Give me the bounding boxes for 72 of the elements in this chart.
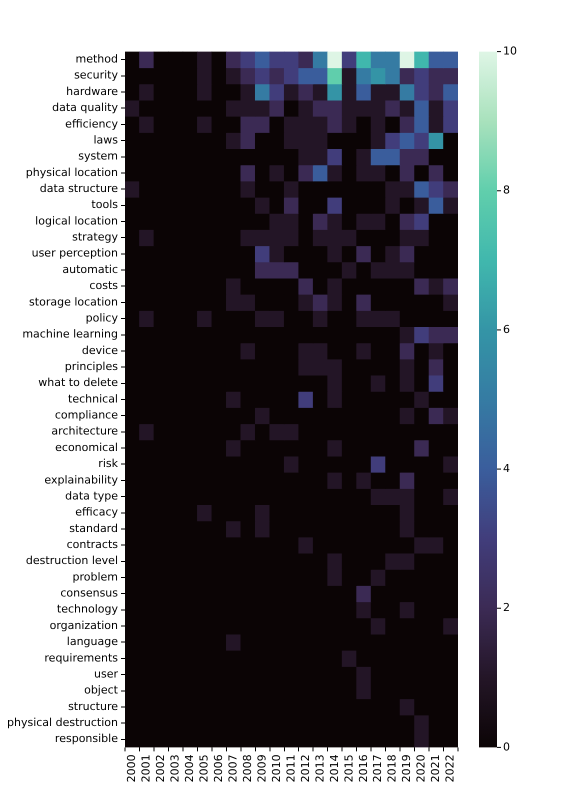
x-tick-label: 2013 [313,754,326,782]
color-bar-label: 2 [503,601,510,614]
x-tick-label: 2017 [371,754,384,782]
x-tick-label: 2010 [270,754,283,782]
x-tick-label: 2005 [197,754,210,782]
y-tick-label: structure [68,700,118,713]
y-tick-label: tools [91,198,118,212]
y-tick-label: system [78,150,118,163]
y-tick-label: laws [93,133,118,146]
y-tick-label: consensus [60,586,118,600]
y-tick-label: strategy [72,230,118,244]
x-tick-label: 2004 [183,754,196,782]
y-tick-label: logical location [35,214,118,228]
y-tick-label: data type [65,489,118,502]
x-tick-label: 2003 [168,754,182,782]
y-tick-label: organization [50,618,118,632]
x-tick-label: 2014 [328,754,341,782]
color-bar-label: 4 [503,462,510,475]
x-tick-label: 2021 [429,754,442,782]
y-tick-label: object [84,684,119,697]
y-tick-label: economical [55,440,118,454]
y-tick-label: physical location [26,166,118,179]
y-tick-label: machine learning [22,328,118,341]
x-tick-label: 2007 [226,754,240,782]
x-tick-label: 2000 [125,754,138,782]
x-tick-label: 2020 [414,754,428,782]
y-tick-label: architecture [51,424,118,438]
y-tick-label: technology [56,602,118,616]
y-tick-label: hardware [66,84,118,98]
y-tick-label: requirements [44,651,118,664]
x-tick-label: 2008 [240,754,254,782]
x-tick-label: 2006 [212,754,225,782]
color-bar-label: 0 [503,740,510,754]
y-tick-label: policy [86,311,118,324]
y-tick-label: automatic [62,262,118,276]
y-tick-label: contracts [66,538,118,551]
x-tick-label: 2001 [140,754,153,782]
color-bar-label: 6 [503,322,510,336]
x-tick-label: 2002 [154,754,168,782]
y-tick-label: responsible [54,732,118,746]
y-tick-label: data quality [52,101,118,114]
color-bar-label: 10 [503,44,518,58]
y-tick-label: efficiency [65,117,118,130]
y-tick-label: risk [98,457,119,470]
y-tick-label: destruction level [26,554,118,568]
y-tick-label: user [94,667,118,680]
y-tick-label: standard [69,522,118,535]
y-tick-label: data structure [40,182,118,195]
y-tick-label: principles [64,360,118,373]
y-tick-label: language [66,635,118,648]
y-tick-label: costs [89,279,118,292]
x-tick-label: 2012 [298,754,312,782]
y-tick-label: user perception [32,246,118,260]
y-tick-label: physical destruction [7,716,118,729]
x-tick-label: 2018 [386,754,399,782]
y-tick-label: problem [72,570,118,584]
y-tick-label: compliance [54,408,118,422]
y-tick-label: security [74,68,118,82]
x-tick-label: 2022 [444,754,457,782]
y-tick-label: what to delete [38,376,118,390]
y-tick-label: explainability [44,473,118,486]
x-tick-label: 2011 [284,754,298,782]
x-tick-label: 2016 [356,754,370,782]
y-tick-label: storage location [29,295,118,308]
y-tick-label: method [76,52,118,66]
x-tick-label: 2019 [400,754,414,782]
y-tick-label: efficacy [75,506,118,519]
y-tick-label: technical [68,392,118,406]
y-tick-label: device [82,344,118,357]
color-bar-label: 8 [503,184,510,197]
x-tick-label: 2015 [342,754,356,782]
x-tick-label: 2009 [255,754,268,782]
